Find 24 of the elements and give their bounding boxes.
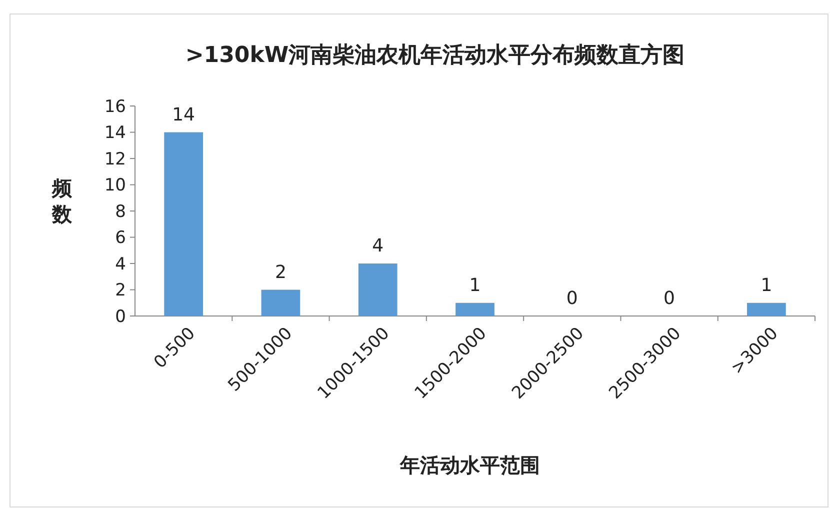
y-tick-label: 6 [115, 228, 126, 248]
bar [456, 302, 494, 316]
y-tick-label: 2 [115, 280, 126, 301]
y-tick-label: 14 [104, 123, 126, 144]
data-label: 0 [566, 288, 578, 309]
y-axis-title: 频数 [51, 176, 73, 226]
bar [164, 132, 203, 316]
x-axis-title: 年活动水平范围 [399, 453, 540, 477]
data-label: 1 [469, 274, 481, 296]
y-tick-label: 10 [104, 176, 126, 196]
y-tick-label: 12 [104, 149, 126, 170]
data-label: 1 [760, 274, 772, 296]
y-tick-label: 4 [115, 254, 126, 274]
data-label: 4 [372, 236, 384, 256]
bar [747, 302, 786, 316]
chart-title: >130kW河南柴油农机年活动水平分布频数直方图 [185, 42, 685, 68]
y-tick-label: 0 [115, 306, 126, 327]
data-label: 14 [172, 104, 196, 126]
y-tick-label: 16 [104, 96, 126, 117]
bar [261, 290, 300, 316]
data-label: 2 [274, 262, 286, 283]
y-tick-label: 8 [115, 202, 126, 222]
data-label: 0 [664, 288, 676, 309]
bar [358, 264, 398, 316]
